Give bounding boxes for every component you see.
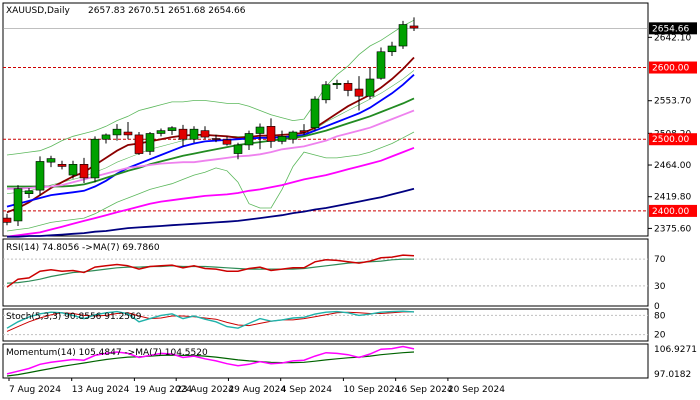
ma-line-sma_200 xyxy=(6,146,415,238)
candle-body xyxy=(79,164,89,179)
candle-body xyxy=(134,134,144,154)
price-tick-label: 2464.00 xyxy=(654,161,691,171)
rsi-tick-label: 0 xyxy=(654,302,660,312)
level-label: 2400.00 xyxy=(652,207,689,217)
candle-body xyxy=(24,190,34,195)
level-label-bg xyxy=(649,204,697,217)
candle-body xyxy=(46,158,56,163)
candle-body xyxy=(101,134,111,140)
candle-body xyxy=(354,88,364,97)
level-label: 2600.00 xyxy=(652,64,689,74)
date-tick-label: 23 Aug 2024 xyxy=(176,385,234,395)
ma-line-sma_20 xyxy=(6,74,415,208)
candle-body xyxy=(167,127,177,131)
candle-body xyxy=(310,98,320,129)
candle-body xyxy=(57,164,67,167)
candle-body xyxy=(255,126,265,134)
symbol-label: XAUUSD,Daily xyxy=(6,6,70,16)
candle-body xyxy=(332,82,342,86)
candle-body xyxy=(189,128,199,140)
panel-frame-1 xyxy=(2,238,649,307)
candle-body xyxy=(222,139,232,145)
candle-body xyxy=(123,131,133,136)
current-price-bg xyxy=(649,22,697,35)
candle-body xyxy=(376,51,386,79)
candle-body xyxy=(156,130,166,134)
stoch-header: Stoch(5,3,3) 90.8556 91.2569 xyxy=(6,312,142,322)
candle-body xyxy=(299,130,309,133)
price-tick-label: 2553.70 xyxy=(654,97,691,107)
ma-line-sma_100 xyxy=(7,109,415,190)
rsi-header: RSI(14) 74.8056 ->MA(7) 69.7860 xyxy=(6,243,160,253)
rsi-line xyxy=(6,254,415,288)
date-tick-label: 16 Sep 2024 xyxy=(396,385,453,395)
momentum-header: Momentum(14) 105.4847 ->MA(7) 104.5520 xyxy=(6,348,208,358)
ma-line-sma_slow xyxy=(7,187,415,238)
bollinger-upper-line xyxy=(6,19,415,156)
candle-body xyxy=(343,82,353,91)
candle-body xyxy=(112,128,122,136)
ma-line-sma_fast xyxy=(6,56,415,214)
candle-body xyxy=(211,138,221,140)
candle-body xyxy=(145,133,155,152)
candle-body xyxy=(365,78,375,97)
candle-body xyxy=(35,161,45,191)
candle-body xyxy=(68,164,78,176)
rsi-tick-label: 70 xyxy=(654,255,666,265)
candle-body xyxy=(266,126,276,142)
momentum-tick-label: 106.9271 xyxy=(654,345,697,355)
stoch-main-line xyxy=(6,310,415,329)
panel-frame-2 xyxy=(2,308,649,342)
candle-body xyxy=(387,45,397,53)
price-tick-label: 2642.10 xyxy=(654,33,691,43)
level-label-bg xyxy=(649,133,697,146)
level-label: 2500.00 xyxy=(652,135,689,145)
candle-body xyxy=(288,131,298,140)
candle-body xyxy=(244,133,254,146)
panel-frame-0 xyxy=(2,2,649,237)
date-tick-label: 29 Aug 2024 xyxy=(228,385,286,395)
date-tick-label: 19 Aug 2024 xyxy=(134,385,192,395)
ohlc-label: 2657.83 2670.51 2651.68 2654.66 xyxy=(88,6,246,16)
candle-body xyxy=(321,84,331,101)
candle-body xyxy=(178,128,188,140)
date-tick-label: 13 Aug 2024 xyxy=(72,385,130,395)
date-tick-label: 4 Sep 2024 xyxy=(281,385,333,395)
date-tick-label: 10 Sep 2024 xyxy=(343,385,400,395)
candle-body xyxy=(90,138,100,179)
price-tick-label: 2375.60 xyxy=(654,224,691,234)
panel-frame-3 xyxy=(2,343,649,379)
momentum-tick-label: 97.0182 xyxy=(654,370,691,380)
candle-body xyxy=(2,217,12,223)
candle-body xyxy=(277,136,287,142)
rsi-ma-line xyxy=(6,258,414,284)
momentum-ma-line xyxy=(6,351,415,377)
price-tick-label: 2419.80 xyxy=(654,193,691,203)
rsi-tick-label: 30 xyxy=(654,282,666,292)
candle-body xyxy=(200,130,210,138)
date-tick-label: 20 Sep 2024 xyxy=(448,385,505,395)
candle-body xyxy=(398,24,408,47)
ma-line-sma_55 xyxy=(7,97,415,188)
level-label-bg xyxy=(649,61,697,74)
date-tick-label: 7 Aug 2024 xyxy=(9,385,61,395)
bollinger-lower-line xyxy=(6,131,415,232)
current-price-label: 2654.66 xyxy=(652,24,689,34)
stoch-tick-label: 80 xyxy=(654,311,666,321)
candle-body xyxy=(13,188,23,222)
stoch-tick-label: 20 xyxy=(654,331,666,341)
momentum-line xyxy=(6,345,415,375)
candle-body xyxy=(409,25,419,29)
candle-body xyxy=(233,144,243,154)
